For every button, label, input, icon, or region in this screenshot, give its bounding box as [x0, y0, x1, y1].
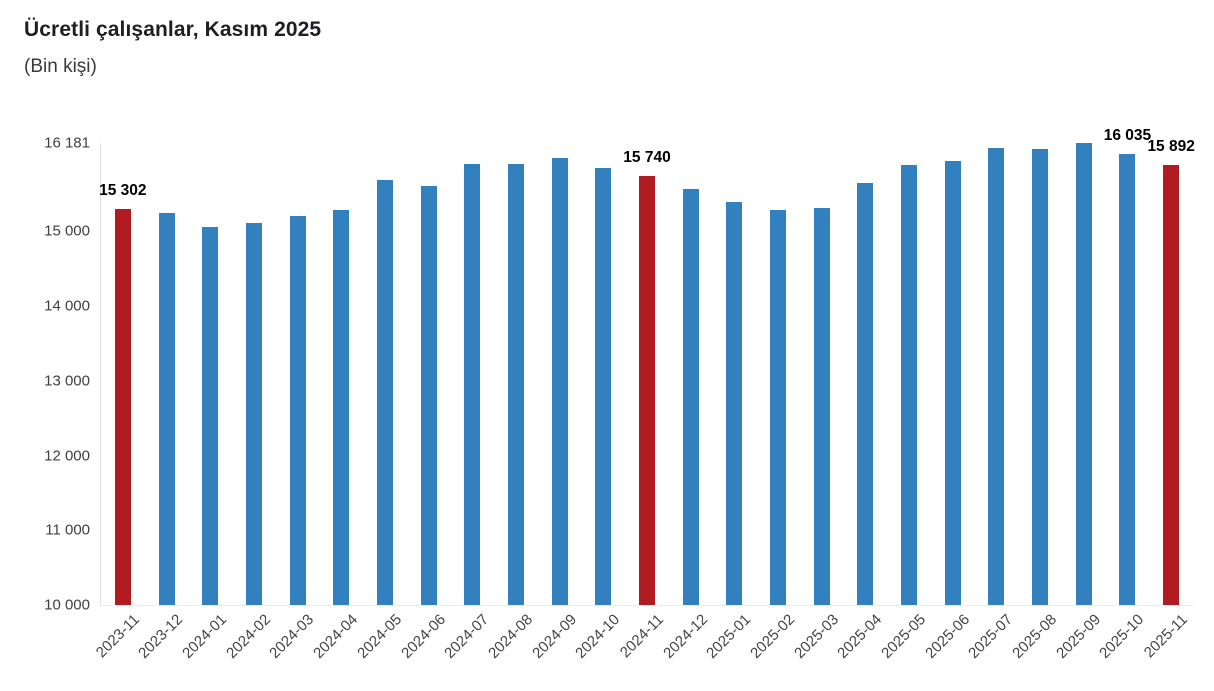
bar-2025-04 — [857, 183, 874, 605]
chart-subtitle: (Bin kişi) — [24, 56, 97, 77]
x-tick-label: 2025-09 — [1052, 611, 1104, 662]
bar-2024-08 — [507, 164, 524, 605]
x-tick-label: 2024-11 — [616, 611, 668, 662]
y-tick-label: 12 000 — [44, 447, 90, 464]
x-tick-label: 2024-03 — [266, 611, 318, 662]
bar-2023-11 — [114, 208, 131, 605]
x-tick-label: 2023-12 — [135, 611, 187, 662]
bar-2024-01 — [202, 226, 219, 605]
x-tick-label: 2024-10 — [572, 611, 624, 662]
x-tick-label: 2024-05 — [353, 611, 405, 662]
y-axis: 16 181 15 000 14 000 13 000 12 000 11 000 10 0… — [0, 135, 90, 614]
bar-2025-08 — [1032, 149, 1049, 605]
y-tick-label: 11 000 — [45, 521, 90, 539]
y-tick-label: 14 000 — [44, 297, 90, 315]
y-tick-label: 10 000 — [44, 596, 90, 614]
x-tick-label: 2025-08 — [1009, 611, 1061, 662]
bar-2024-07 — [464, 163, 481, 605]
bar-2025-10 — [1119, 153, 1136, 605]
x-tick-label: 2025-05 — [878, 611, 930, 662]
bar-2025-05 — [901, 165, 918, 605]
x-tick-label: 2025-07 — [965, 611, 1017, 662]
y-tick-label: 15 000 — [44, 222, 90, 240]
x-tick-label: 2024-02 — [222, 611, 274, 662]
data-label-2025-10: 16 035 — [1103, 126, 1152, 144]
x-tick-label: 2024-12 — [659, 611, 711, 662]
x-tick-label: 2024-01 — [179, 611, 231, 662]
y-tick-label: 16 181 — [44, 134, 90, 152]
x-tick-label: 2023-11 — [92, 611, 143, 662]
x-tick-label: 2024-04 — [310, 611, 362, 662]
x-axis: 2023-11 2023-12 2024-01 2024-02 2024-03 2024-… — [93, 611, 1192, 691]
data-label-2023-11: 15 302 — [99, 181, 147, 199]
x-tick-label: 2024-07 — [441, 611, 493, 662]
bar-2024-09 — [551, 158, 568, 605]
bar-2025-06 — [944, 161, 961, 605]
x-tick-label: 2025-02 — [747, 611, 799, 662]
x-tick-label: 2024-08 — [485, 611, 536, 662]
bar-2023-12 — [158, 213, 175, 605]
x-tick-label: 2025-03 — [790, 611, 842, 662]
data-label-2024-11: 15 740 — [623, 149, 671, 166]
data-label-2025-11: 15 892 — [1147, 137, 1195, 155]
bar-2025-11 — [1163, 164, 1180, 605]
bar-2025-07 — [988, 148, 1005, 605]
x-tick-label: 2024-09 — [528, 611, 580, 662]
chart-title: Ücretli çalışanlar, Kasım 2025 — [24, 18, 322, 41]
x-tick-label: 2025-04 — [834, 611, 886, 662]
x-tick-label: 2024-06 — [397, 611, 449, 662]
x-tick-label: 2025-01 — [703, 611, 755, 662]
x-tick-label: 2025-11 — [1141, 611, 1192, 662]
x-tick-label: 2025-06 — [921, 611, 973, 662]
bar-2024-05 — [376, 180, 393, 605]
plot-area: 15 302 15 740 16 035 15 892 — [99, 127, 1195, 606]
bar-2024-02 — [245, 222, 262, 605]
y-tick-label: 13 000 — [44, 372, 90, 390]
bar-2025-03 — [813, 208, 830, 605]
bar-2025-02 — [770, 210, 787, 605]
bar-2025-01 — [726, 202, 743, 605]
bar-2024-06 — [420, 186, 437, 605]
bar-2024-04 — [333, 210, 350, 605]
bar-2025-09 — [1075, 143, 1092, 605]
bar-2024-11 — [639, 176, 655, 605]
x-tick-label: 2025-10 — [1096, 611, 1148, 662]
bar-2024-10 — [595, 168, 612, 605]
bar-2024-12 — [682, 189, 699, 605]
bar-2024-03 — [289, 216, 306, 605]
